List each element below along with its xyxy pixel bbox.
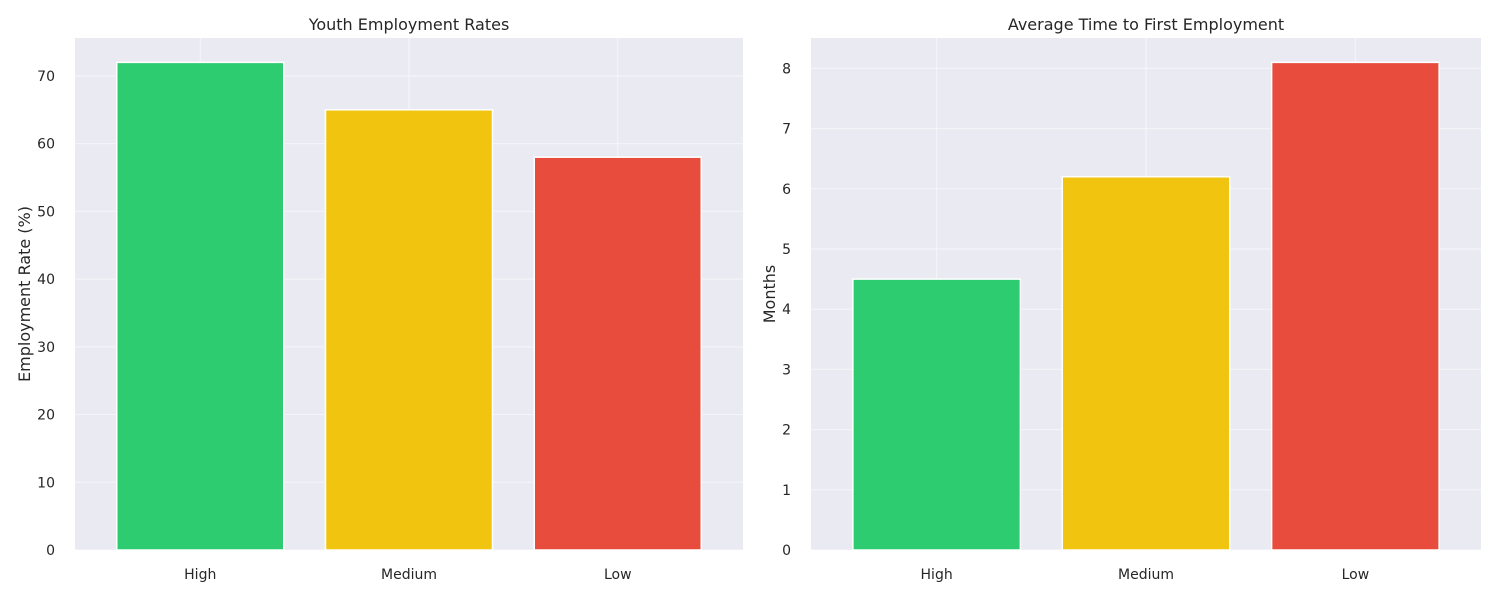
- bar-time-to-employment-low: [1270, 61, 1440, 551]
- x-tick-label-medium: Medium: [1118, 567, 1174, 583]
- bar-employment-rates-medium: [324, 109, 494, 551]
- y-tick-label: 8: [782, 61, 791, 77]
- x-tick-label-medium: Medium: [381, 567, 437, 583]
- bar-employment-rates-high: [116, 61, 285, 551]
- bars-employment-rates: [116, 61, 702, 551]
- bar-time-to-employment-medium: [1061, 176, 1231, 551]
- chart-employment-rates: 0 10 20 30 40 50 60 70 High Medium Low Youth Empl…: [15, 15, 743, 583]
- y-tick-label: 3: [782, 362, 791, 378]
- y-tick-label: 5: [782, 242, 791, 258]
- y-tick-label: 30: [37, 340, 55, 356]
- x-tick-label-low: Low: [1342, 567, 1370, 583]
- y-tick-label: 7: [782, 122, 791, 138]
- y-axis-label-time-to-employment: Months: [760, 265, 779, 323]
- y-tick-label: 70: [37, 69, 55, 85]
- y-ticks-employment-rates: 0 10 20 30 40 50 60 70: [37, 69, 55, 559]
- bars-time-to-employment: [852, 61, 1440, 551]
- y-ticks-time-to-employment: 0 1 2 3 4 5 6 7 8: [782, 61, 791, 559]
- y-tick-label: 50: [37, 204, 55, 220]
- y-tick-label: 20: [37, 408, 55, 424]
- x-tick-label-low: Low: [604, 567, 632, 583]
- y-tick-label: 2: [782, 423, 791, 439]
- bar-time-to-employment-high: [852, 278, 1022, 551]
- chart-title-employment-rates: Youth Employment Rates: [308, 15, 510, 34]
- y-tick-label: 60: [37, 137, 55, 153]
- x-ticks-time-to-employment: High Medium Low: [921, 567, 1370, 583]
- y-tick-label: 4: [782, 302, 791, 318]
- y-tick-label: 0: [782, 543, 791, 559]
- y-tick-label: 1: [782, 483, 791, 499]
- chart-time-to-employment: 0 1 2 3 4 5 6 7 8 High Medium Low Average Time to …: [760, 15, 1481, 583]
- chart-title-time-to-employment: Average Time to First Employment: [1008, 15, 1284, 34]
- x-tick-label-high: High: [184, 567, 216, 583]
- y-tick-label: 0: [46, 543, 55, 559]
- y-tick-label: 6: [782, 182, 791, 198]
- y-axis-label-employment-rates: Employment Rate (%): [15, 206, 34, 382]
- x-tick-label-high: High: [921, 567, 953, 583]
- bar-employment-rates-low: [533, 156, 702, 551]
- x-ticks-employment-rates: High Medium Low: [184, 567, 631, 583]
- y-tick-label: 10: [37, 475, 55, 491]
- y-tick-label: 40: [37, 272, 55, 288]
